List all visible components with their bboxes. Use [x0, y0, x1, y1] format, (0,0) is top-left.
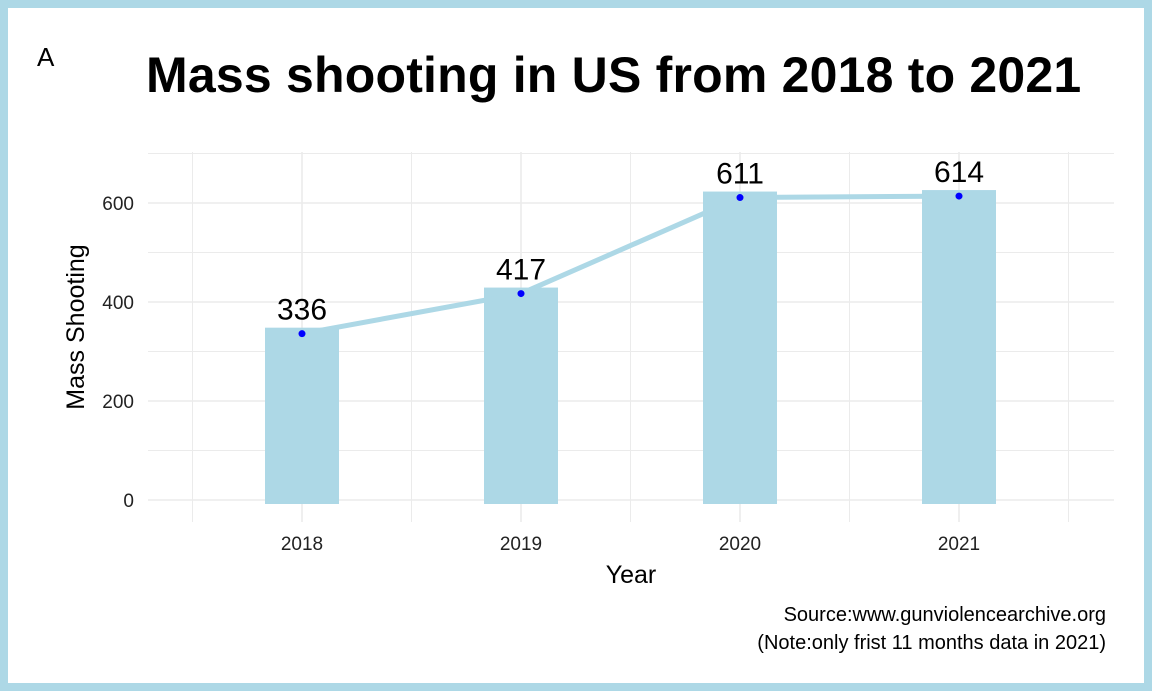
points — [298, 192, 963, 338]
x-tick-labels: 2018 2019 2020 2021 — [281, 534, 980, 555]
data-label: 614 — [934, 156, 984, 189]
y-tick-label: 400 — [102, 293, 134, 314]
y-tick-labels: 0 200 400 600 — [102, 194, 134, 512]
bar — [484, 287, 558, 504]
bar — [703, 191, 777, 504]
data-labels: 336 417 611 614 — [277, 156, 984, 327]
x-tick-label: 2018 — [281, 534, 323, 555]
bar — [922, 190, 996, 504]
y-axis-label: Mass Shooting — [62, 244, 90, 409]
data-point — [736, 194, 744, 202]
source-line: Source:www.gunviolencearchive.org — [783, 604, 1106, 626]
x-tick-label: 2020 — [719, 534, 761, 555]
bar — [265, 327, 339, 504]
chart-title: Mass shooting in US from 2018 to 2021 — [146, 47, 1082, 103]
x-tick-label: 2019 — [500, 534, 542, 555]
trend-line-layer — [301, 193, 960, 337]
x-tick-label: 2021 — [938, 534, 980, 555]
y-tick-label: 200 — [102, 392, 134, 413]
data-label: 336 — [277, 294, 327, 327]
panel-tag: A — [37, 42, 55, 72]
data-label: 611 — [716, 158, 764, 191]
data-point — [298, 330, 306, 338]
source-caption: Source:www.gunviolencearchive.org (Note:… — [757, 601, 1106, 657]
data-point — [517, 290, 525, 298]
y-tick-label: 600 — [102, 194, 134, 215]
data-label: 417 — [496, 254, 546, 287]
x-axis-label: Year — [606, 561, 657, 589]
bars — [265, 190, 996, 504]
y-tick-label: 0 — [123, 491, 134, 512]
data-point — [955, 192, 963, 200]
note-line: (Note:only frist 11 months data in 2021) — [757, 632, 1106, 654]
trend-line — [301, 193, 960, 337]
